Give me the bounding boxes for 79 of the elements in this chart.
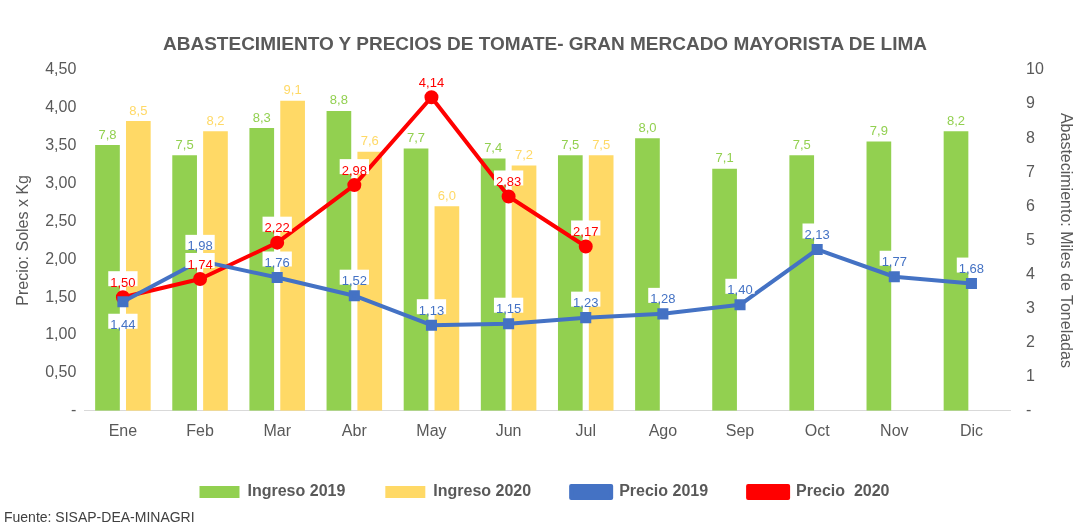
data-label: 2,13 (804, 227, 830, 243)
data-label: 1,52 (341, 273, 367, 289)
chart-title: ABASTECIMIENTO Y PRECIOS DE TOMATE- GRAN MERCADO MAYORISTA DE LIMA (162, 32, 928, 56)
data-label: 1,23 (573, 295, 599, 311)
data-label: 1,44 (110, 317, 136, 333)
y-tick-label: 2,00 (45, 249, 77, 267)
data-label: 2,83 (495, 174, 522, 190)
x-tick-label: Ene (108, 421, 138, 439)
data-label: 9,1 (283, 82, 302, 98)
x-tick-label: Oct (804, 421, 831, 439)
y-tick-label: 4,50 (45, 60, 77, 78)
data-label: 7,5 (561, 136, 580, 152)
y-tick-label: 2,50 (45, 211, 77, 229)
y2-tick-label: 2 (1026, 333, 1035, 351)
x-tick-label: Feb (186, 421, 214, 439)
x-tick-label: Sep (725, 421, 755, 439)
data-label: 7,1 (715, 150, 734, 166)
data-label: 7,5 (175, 136, 194, 152)
data-label: 7,7 (407, 129, 426, 145)
data-label: 1,76 (264, 255, 290, 271)
x-tick-label: Abr (341, 421, 368, 439)
data-label: 2,17 (573, 224, 599, 240)
x-tick-label: Nov (880, 421, 909, 439)
data-label: 1,68 (958, 261, 985, 277)
y-tick-label: 4,00 (45, 98, 77, 116)
data-label: 7,6 (360, 133, 379, 149)
y2-tick-label: 10 (1026, 60, 1044, 78)
data-label: 2,22 (264, 220, 290, 236)
data-label: 1,28 (650, 291, 676, 307)
data-label: 8,2 (946, 112, 966, 128)
y-tick-label: 3,50 (45, 136, 77, 154)
data-label: 7,5 (792, 136, 811, 152)
y2-tick-label: 9 (1026, 94, 1035, 112)
data-label: 8,2 (206, 112, 225, 128)
data-label: 1,13 (418, 302, 445, 318)
data-label: 8,8 (329, 92, 348, 108)
x-tick-label: Jul (575, 421, 596, 439)
data-label: 8,3 (252, 109, 271, 125)
y2-tick-label: 7 (1026, 162, 1035, 180)
y-axis-title: Precio: Soles x Kg (14, 175, 32, 306)
y2-tick-label: 8 (1026, 128, 1035, 146)
y-tick-label: 1,00 (45, 325, 77, 343)
data-label: 2,98 (341, 162, 367, 178)
data-label: 1,50 (110, 274, 136, 290)
legend-label: Ingreso 2020 (433, 482, 532, 500)
legend-label: Precio 2020 (796, 482, 890, 500)
data-label: 7,9 (869, 123, 888, 139)
y2-tick-label: 3 (1026, 298, 1035, 316)
data-label: 1,77 (881, 254, 907, 270)
data-label: 6,0 (437, 187, 456, 203)
x-tick-label: Dic (959, 421, 983, 439)
y2-axis-title: Abastecimiento: Miles de Toneladas (1057, 112, 1075, 368)
x-tick-label: Jun (495, 421, 522, 439)
source-note: Fuente: SISAP-DEA-MINAGRI (4, 509, 195, 525)
data-label: 8,0 (638, 119, 657, 135)
data-label: 7,5 (592, 136, 611, 152)
x-tick-label: May (416, 421, 447, 439)
y-tick-label: 3,00 (45, 174, 77, 192)
legend-label: Ingreso 2019 (247, 482, 346, 500)
y2-tick-label: 6 (1026, 196, 1035, 214)
x-tick-label: Ago (648, 421, 678, 439)
y2-tick-label: 1 (1026, 367, 1035, 385)
legend-label: Precio 2019 (619, 482, 709, 500)
y-tick-label: 0,50 (45, 363, 77, 381)
y-tick-label: 1,50 (45, 287, 77, 305)
y-tick-label: - (71, 401, 77, 419)
x-tick-label: Mar (263, 421, 292, 439)
data-label: 8,5 (129, 102, 148, 118)
y2-tick-label: 4 (1026, 264, 1035, 282)
data-label: 7,2 (514, 147, 534, 162)
data-label: 4,14 (418, 74, 445, 90)
y2-tick-label: - (1026, 401, 1032, 419)
data-label: 1,98 (187, 238, 213, 254)
y2-tick-label: 5 (1026, 230, 1035, 248)
data-label: 1,40 (727, 282, 753, 298)
data-label: 1,15 (495, 301, 522, 317)
data-label: 7,8 (98, 126, 117, 142)
data-label: 7,4 (484, 140, 503, 156)
data-label: 1,74 (187, 256, 213, 272)
